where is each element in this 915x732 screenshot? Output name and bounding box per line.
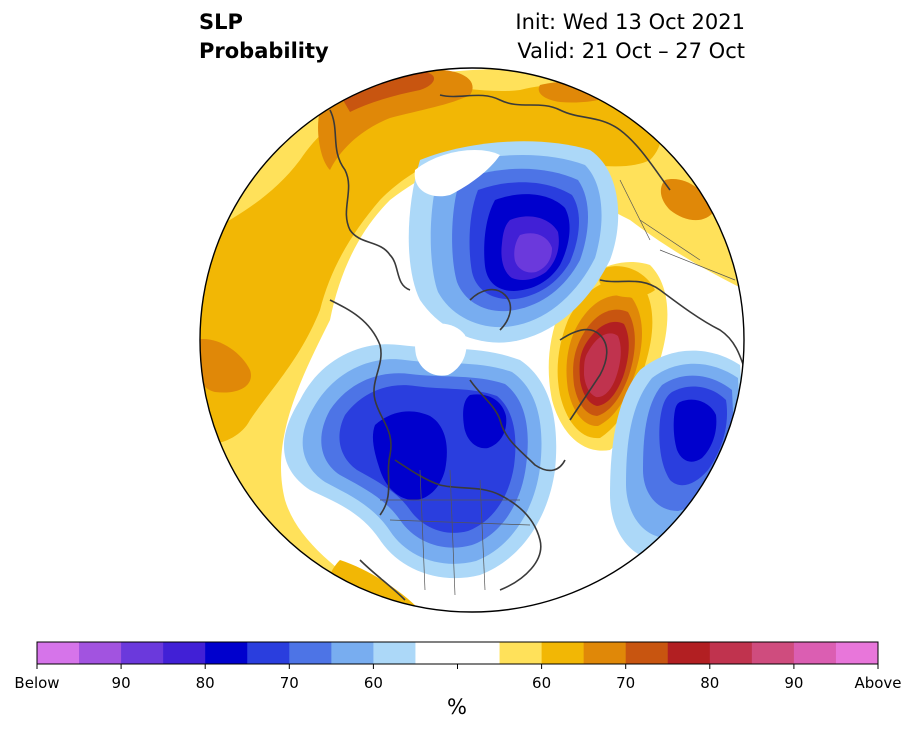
colorbar-tick-label: Above (854, 674, 902, 692)
colorbar-cell (163, 642, 206, 664)
colorbar-tick-label: Below (14, 674, 60, 692)
country-borders (380, 179, 736, 596)
colorbar-tick-label: 90 (784, 674, 804, 692)
colorbar-cell (457, 642, 501, 664)
colorbar-cell (751, 642, 795, 664)
coastlines (329, 94, 744, 601)
colorbar-cell (79, 642, 122, 664)
colorbar-cell (247, 642, 290, 664)
neutral-pole (414, 150, 500, 197)
arctic-below-core (408, 141, 619, 343)
colorbar-cell (625, 642, 669, 664)
above-west-2 (200, 84, 661, 444)
title-left: SLP Probability (199, 8, 329, 66)
colorbar-unit: % (447, 695, 467, 719)
title-right: Init: Wed 13 Oct 2021 Valid: 21 Oct – 27… (515, 8, 745, 66)
colorbar-cell (793, 642, 837, 664)
colorbar-cell (709, 642, 753, 664)
colorbar-cell (121, 642, 164, 664)
colorbar-cell (205, 642, 248, 664)
colorbar-tick-label: 80 (700, 674, 720, 692)
valid-date: Valid: 21 Oct – 27 Oct (517, 39, 745, 63)
neutral-hole (415, 323, 467, 376)
colorbar-cell (541, 642, 585, 664)
colorbar-tick-label: 60 (363, 674, 383, 692)
colorbar-cell (289, 642, 332, 664)
colorbar-tick-label: 60 (532, 674, 552, 692)
above-west-3 (200, 339, 251, 393)
above-north-2 (340, 72, 435, 112)
colorbar-cell (583, 642, 627, 664)
map-boundary (199, 67, 745, 613)
init-date: Init: Wed 13 Oct 2021 (515, 10, 745, 34)
colorbar-cell (415, 642, 458, 664)
colorbar-tick-label: 70 (616, 674, 636, 692)
colorbar-cells (37, 642, 879, 664)
colorbar-cell (835, 642, 879, 664)
colorbar-tick-label: 80 (195, 674, 215, 692)
colorbar-cell (499, 642, 543, 664)
colorbar-cell (373, 642, 416, 664)
colorbar-cell (667, 642, 711, 664)
probability-map (199, 67, 745, 613)
colorbar-tick-label: 70 (279, 674, 299, 692)
variable-subtitle: Probability (199, 39, 329, 63)
colorbar-cell (37, 642, 80, 664)
colorbar-tick-label: 90 (111, 674, 131, 692)
colorbar-ticks (36, 664, 879, 669)
variable-title: SLP (199, 10, 243, 34)
above-east-orange (660, 179, 715, 221)
colorbar-cell (331, 642, 374, 664)
